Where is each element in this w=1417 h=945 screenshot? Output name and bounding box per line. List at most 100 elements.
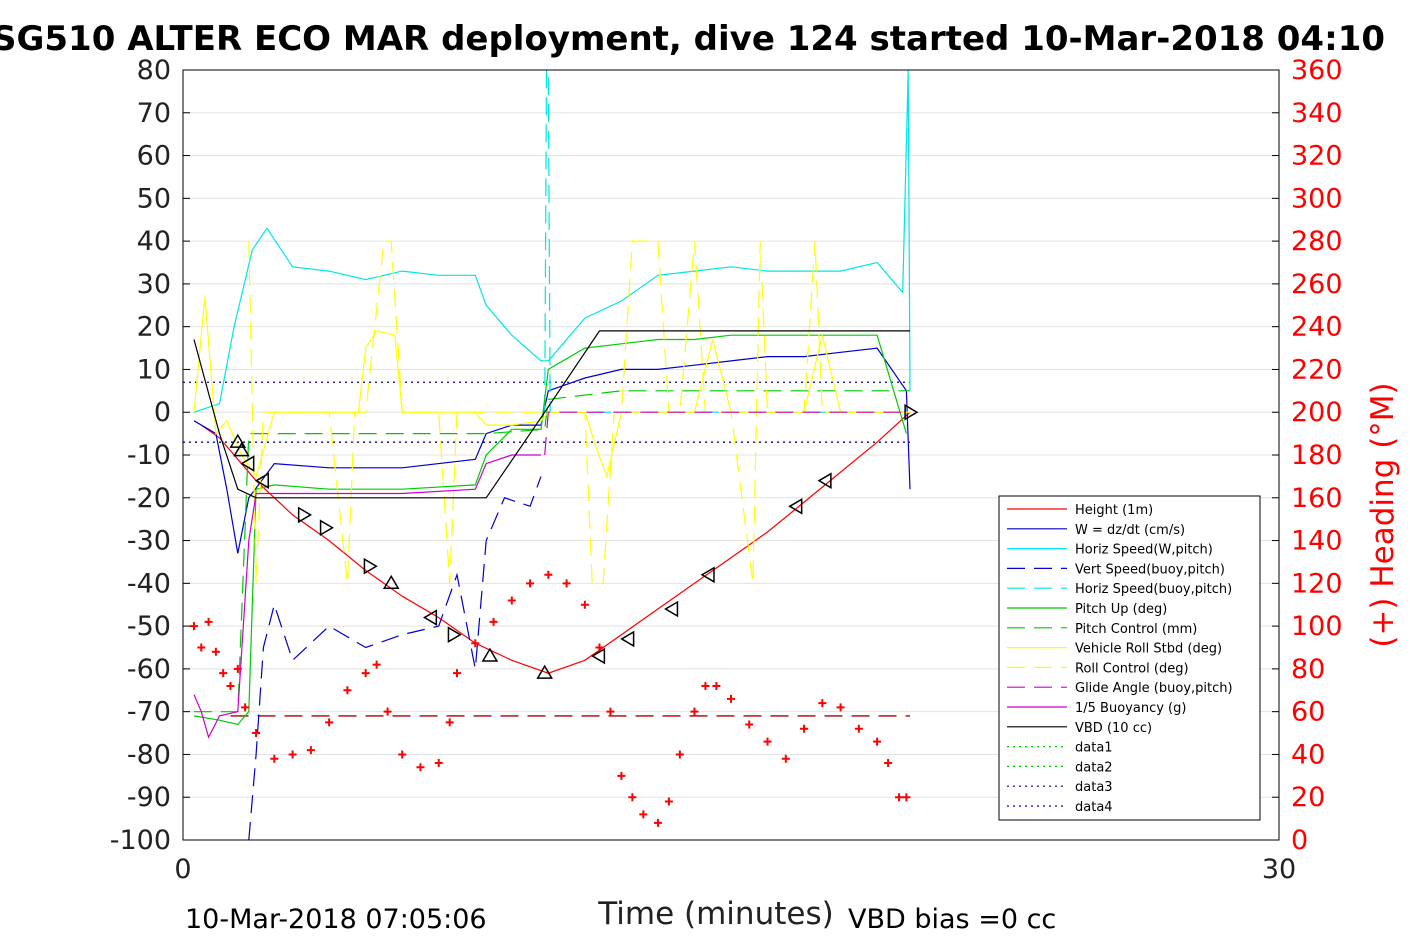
heading-point <box>884 759 893 767</box>
y-right-tick-label: 280 <box>1291 226 1343 257</box>
heading-point <box>712 682 721 690</box>
y-tick-label: -40 <box>127 568 171 599</box>
triangle-marker <box>817 472 832 489</box>
y-tick-label: -20 <box>127 483 171 514</box>
y-tick-label: 20 <box>137 312 171 343</box>
series-line-11 <box>193 330 910 499</box>
heading-point <box>690 707 699 716</box>
heading-point <box>895 793 904 802</box>
right-axis-label: (+) Heading (°M) <box>1365 382 1401 647</box>
heading-point <box>445 718 454 727</box>
y-right-tick-label: 120 <box>1291 568 1343 599</box>
y-tick-label: 60 <box>137 141 171 172</box>
y-right-tick-label: 180 <box>1291 440 1343 471</box>
y-tick-label: -50 <box>127 611 171 642</box>
y-tick-label: 70 <box>137 98 171 129</box>
triangle-marker <box>233 442 250 457</box>
y-tick-label: -80 <box>127 739 171 770</box>
legend-box <box>998 495 1261 821</box>
y-right-tick-label: 40 <box>1291 739 1325 770</box>
legend-entry: data3 <box>1075 780 1113 795</box>
heading-point <box>800 724 809 733</box>
heading-point <box>325 718 334 727</box>
y-right-tick-label: 60 <box>1291 697 1325 728</box>
triangle-marker <box>481 647 499 662</box>
y-right-tick-label: 240 <box>1291 312 1343 343</box>
x-tick-label: 0 <box>174 854 191 885</box>
y-tick-label: 10 <box>137 354 171 385</box>
heading-point <box>416 763 425 772</box>
y-right-tick-label: 140 <box>1291 526 1343 557</box>
footer-timestamp: 10-Mar-2018 07:05:06 <box>185 904 487 935</box>
heading-point <box>701 682 710 690</box>
y-right-tick-label: 320 <box>1291 141 1343 172</box>
heading-point <box>902 793 911 802</box>
triangle-marker <box>700 566 715 584</box>
legend-entry: data4 <box>1075 800 1113 815</box>
triangle-marker <box>240 455 255 472</box>
y-right-tick-label: 0 <box>1291 825 1308 856</box>
series-line-0 <box>200 411 911 674</box>
legend-entry: Horiz Speed(W,pitch) <box>1075 543 1213 558</box>
heading-point <box>854 724 863 733</box>
triangle-marker <box>229 433 247 448</box>
heading-point <box>189 622 198 631</box>
triangle-marker <box>788 498 803 515</box>
footer-vbd-bias: VBD bias =0 cc <box>848 904 1056 935</box>
legend-entry: Pitch Up (deg) <box>1075 602 1167 617</box>
heading-point <box>763 737 772 746</box>
triangle-marker <box>447 626 462 643</box>
series-line-6 <box>194 390 910 713</box>
heading-point <box>745 720 754 729</box>
right-axis-ticks: 0 20 40 60 80 100 120 140 160 180 200 220 240 260 280 3… <box>1272 55 1343 856</box>
triangle-marker <box>363 557 378 575</box>
chart-title: SG510 ALTER ECO MAR deployment, dive 124… <box>0 19 1385 59</box>
y-right-tick-label: 340 <box>1291 98 1343 129</box>
heading-point <box>595 643 604 652</box>
heading-point <box>818 699 827 708</box>
heading-point <box>252 729 261 738</box>
y-right-tick-label: 100 <box>1291 611 1343 642</box>
heading-point <box>361 669 370 678</box>
heading-point <box>507 596 516 605</box>
y-tick-label: -100 <box>110 825 171 856</box>
series-line-5 <box>193 334 907 726</box>
heading-point <box>562 579 571 588</box>
y-right-tick-label: 20 <box>1291 782 1325 813</box>
x-tick-label: 30 <box>1262 854 1296 885</box>
legend-entry: VBD (10 cc) <box>1075 721 1152 736</box>
y-tick-label: -10 <box>127 440 171 471</box>
triangle-marker <box>422 609 438 626</box>
heading-point <box>270 754 279 763</box>
legend-entry: Pitch Control (mm) <box>1075 622 1197 637</box>
legend-entry: 1/5 Buoyancy (g) <box>1075 701 1186 716</box>
y-right-tick-label: 300 <box>1291 183 1343 214</box>
y-right-tick-label: 160 <box>1291 483 1343 514</box>
heading-point <box>526 579 535 588</box>
triangle-marker <box>254 472 270 489</box>
series-line-4 <box>544 69 910 413</box>
left-axis-ticks: -100-90-80-70-60-50-40-30-20-10010203040… <box>110 55 190 856</box>
series-line-9 <box>544 411 910 456</box>
y-tick-label: 30 <box>137 269 171 300</box>
legend-entry: Height (1m) <box>1075 503 1153 518</box>
heading-point <box>580 600 589 609</box>
heading-point <box>383 707 392 716</box>
y-right-tick-label: 360 <box>1291 55 1343 86</box>
heading-point <box>226 682 235 690</box>
legend-entry: Vehicle Roll Stbd (deg) <box>1075 642 1222 657</box>
y-tick-label: -70 <box>127 697 171 728</box>
y-tick-label: 80 <box>137 55 171 86</box>
legend-entry: Roll Control (deg) <box>1075 661 1189 676</box>
series-line-10 <box>193 454 541 739</box>
heading-point <box>639 810 648 819</box>
heading-point <box>343 686 352 695</box>
heading-point <box>873 737 882 746</box>
y-tick-label: -30 <box>127 526 171 557</box>
series-line-7 <box>193 296 910 479</box>
heading-point <box>727 694 735 703</box>
x-axis-ticks: 0 30 <box>174 833 1296 885</box>
plot-area <box>183 69 919 841</box>
heading-point <box>434 759 443 767</box>
